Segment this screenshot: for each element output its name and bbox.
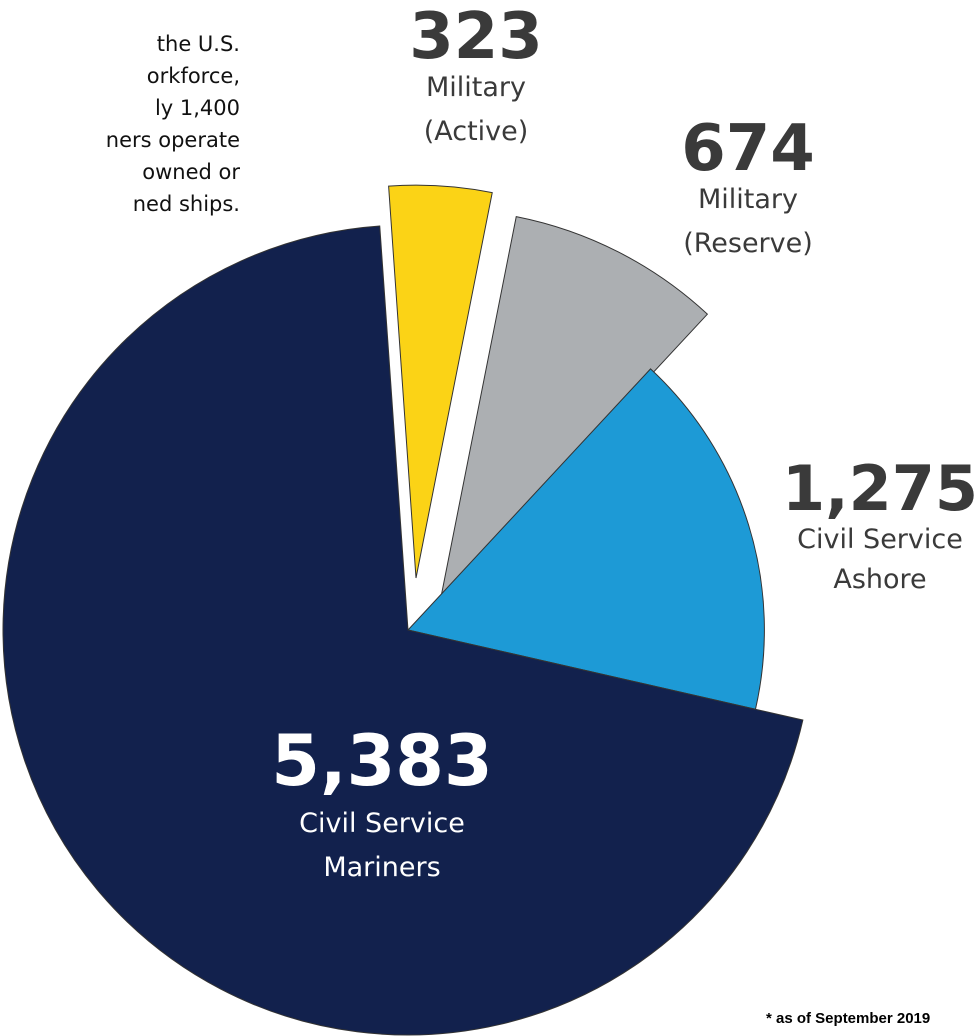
slice-category-label: (Active) xyxy=(424,116,529,147)
intro-text-line: ners operate xyxy=(0,124,240,156)
slice-category-label: (Reserve) xyxy=(683,228,813,259)
intro-text-line: ly 1,400 xyxy=(0,92,240,124)
intro-text: the U.S. orkforce, ly 1,400 ners operate… xyxy=(0,28,240,220)
slice-value-label: 1,275 xyxy=(782,452,978,525)
intro-text-line: owned or xyxy=(0,156,240,188)
slice-value-label: 674 xyxy=(681,112,815,186)
slice-category-label: Civil Service xyxy=(299,808,465,839)
slice-category-label: Mariners xyxy=(323,852,440,883)
intro-text-line: the U.S. xyxy=(0,28,240,60)
slice-value-label: 323 xyxy=(409,0,543,74)
slice-category-label: Military xyxy=(426,72,526,103)
slice-category-label: Ashore xyxy=(833,564,926,595)
intro-text-line: orkforce, xyxy=(0,60,240,92)
footnote: * as of September 2019 xyxy=(766,1010,930,1027)
intro-text-line: ned ships. xyxy=(0,188,240,220)
slice-category-label: Civil Service xyxy=(797,524,963,555)
slice-category-label: Military xyxy=(698,184,798,215)
slice-value-label: 5,383 xyxy=(271,720,492,802)
